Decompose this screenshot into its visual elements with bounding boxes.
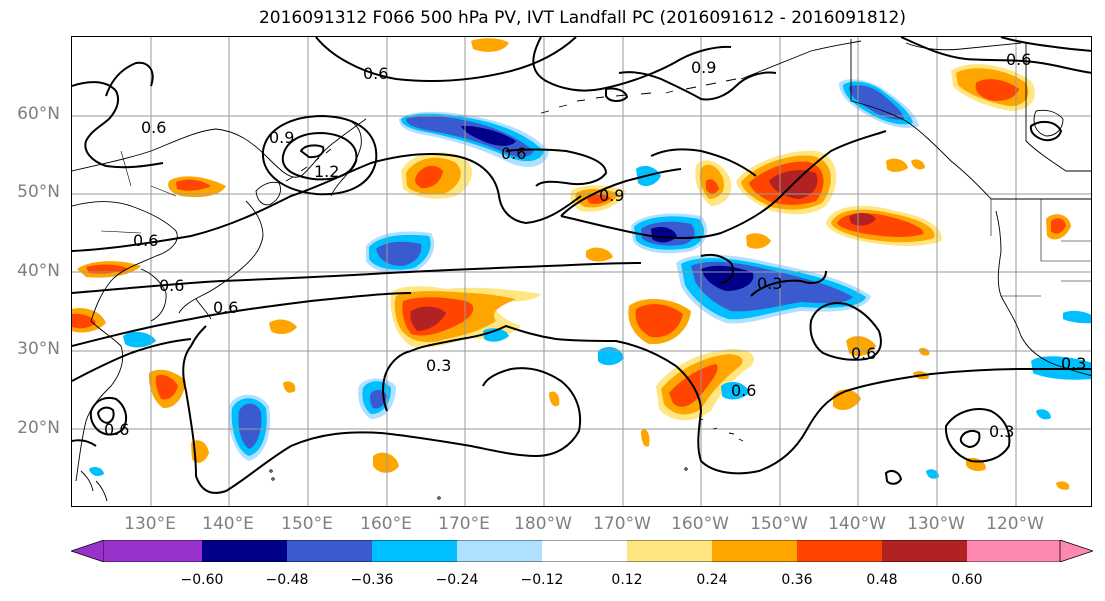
colorbar [71, 540, 1093, 562]
map-title: 2016091312 F066 500 hPa PV, IVT Landfall… [258, 8, 906, 28]
map-canvas: 0.6 0.9 0.6 0.9 1.2 0.6 0.6 0.9 0.6 0.6 … [72, 37, 1091, 506]
colorbar-bin [287, 540, 372, 562]
contour-label: 0.6 [851, 344, 876, 363]
colorbar-tick: 0.48 [866, 572, 898, 588]
lon-label-130e: 130°E [124, 514, 176, 534]
lon-label-130w: 130°W [907, 514, 965, 534]
contour-label: 0.6 [159, 276, 184, 295]
contour-label: 0.6 [731, 381, 756, 400]
contour-label: 0.9 [691, 58, 716, 77]
contour-label: 0.3 [1061, 354, 1086, 373]
lon-label-120w: 120°W [986, 514, 1044, 534]
lon-label-160e: 160°E [360, 514, 412, 534]
colorbar-tick: −0.36 [350, 572, 394, 588]
lon-label-150e: 150°E [281, 514, 333, 534]
colorbar-bin [372, 540, 457, 562]
colorbar-bin [967, 540, 1060, 562]
contour-label: 0.3 [757, 274, 782, 293]
colorbar-tick: 0.36 [781, 572, 813, 588]
lat-label-60n: 60°N [17, 104, 60, 124]
colorbar-tick: 0.24 [696, 572, 728, 588]
political-borders [100, 150, 1091, 297]
lon-label-140e: 140°E [202, 514, 254, 534]
positive-anomaly-fill [72, 38, 1071, 490]
colorbar-tick: −0.24 [435, 572, 479, 588]
contour-label: 0.6 [213, 298, 238, 317]
colorbar-tick: −0.12 [520, 572, 564, 588]
map-panel: 0.6 0.9 0.6 0.9 1.2 0.6 0.6 0.9 0.6 0.6 … [71, 36, 1092, 507]
contour-label: 0.6 [363, 64, 388, 83]
coastlines [72, 39, 1091, 502]
lon-label-170e: 170°E [438, 514, 490, 534]
lat-label-30n: 30°N [17, 339, 60, 359]
colorbar-bin [712, 540, 797, 562]
colorbar-bin [457, 540, 542, 562]
contour-label: 0.9 [599, 186, 624, 205]
lat-label-40n: 40°N [17, 261, 60, 281]
colorbar-over-arrow [1059, 540, 1093, 562]
colorbar-bin [797, 540, 882, 562]
contour-label: 0.9 [269, 128, 294, 147]
colorbar-under-arrow [71, 540, 105, 562]
contour-lines [72, 37, 1091, 494]
colorbar-tick: 0.60 [951, 572, 983, 588]
lat-label-50n: 50°N [17, 182, 60, 202]
contour-label: 0.6 [104, 420, 129, 439]
contour-label: 0.6 [1006, 50, 1031, 69]
lon-label-140w: 140°W [828, 514, 886, 534]
colorbar-bin [542, 540, 627, 562]
colorbar-bin [882, 540, 967, 562]
lon-label-180w: 180°W [514, 514, 572, 534]
contour-label: 0.6 [501, 144, 526, 163]
lon-label-170w: 170°W [593, 514, 651, 534]
colorbar-bin [627, 540, 712, 562]
colorbar-tick: −0.60 [180, 572, 224, 588]
colorbar-bin [202, 540, 287, 562]
contour-label: 0.3 [426, 356, 451, 375]
contour-label: 0.6 [141, 118, 166, 137]
colorbar-tick: 0.12 [611, 572, 643, 588]
colorbar-tick: −0.48 [265, 572, 309, 588]
contour-label: 0.6 [133, 231, 158, 250]
lon-label-160w: 160°W [671, 514, 729, 534]
lon-label-150w: 150°W [750, 514, 808, 534]
contour-labels: 0.6 0.9 0.6 0.9 1.2 0.6 0.6 0.9 0.6 0.6 … [104, 50, 1086, 441]
negative-anomaly-fill [89, 79, 1091, 479]
contour-label: 1.2 [314, 162, 339, 181]
graticule [72, 37, 1091, 506]
contour-label: 0.3 [989, 422, 1014, 441]
lat-label-20n: 20°N [17, 418, 60, 438]
colorbar-bin [104, 540, 202, 562]
